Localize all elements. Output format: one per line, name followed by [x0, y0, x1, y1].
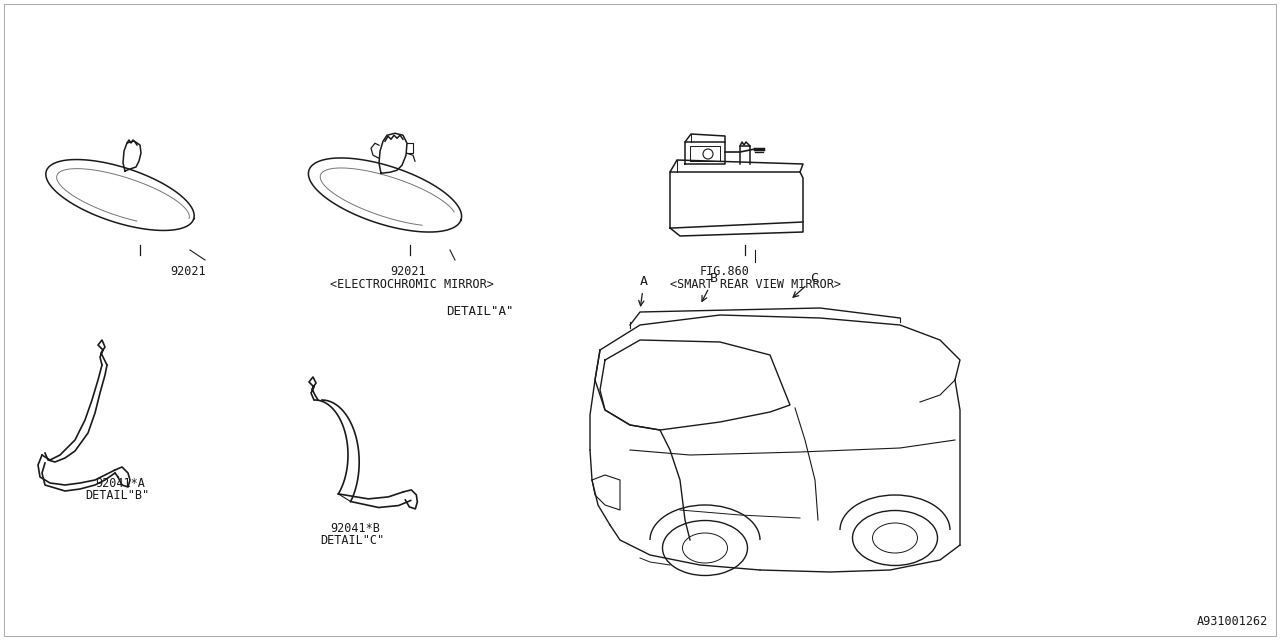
Text: DETAIL"C": DETAIL"C" — [320, 534, 384, 547]
Text: 92041*B: 92041*B — [330, 522, 380, 535]
Text: <ELECTROCHROMIC MIRROR>: <ELECTROCHROMIC MIRROR> — [330, 278, 494, 291]
Text: 92041*A: 92041*A — [95, 477, 145, 490]
Text: 92021: 92021 — [390, 265, 426, 278]
Text: A: A — [639, 275, 648, 306]
Text: DETAIL"A": DETAIL"A" — [447, 305, 513, 318]
Text: A931001262: A931001262 — [1197, 615, 1268, 628]
Text: B: B — [701, 272, 718, 301]
Text: C: C — [794, 272, 818, 297]
Text: FIG.860: FIG.860 — [700, 265, 750, 278]
Text: 92021: 92021 — [170, 265, 206, 278]
Text: <SMART REAR VIEW MIRROR>: <SMART REAR VIEW MIRROR> — [669, 278, 841, 291]
Text: DETAIL"B": DETAIL"B" — [84, 489, 150, 502]
